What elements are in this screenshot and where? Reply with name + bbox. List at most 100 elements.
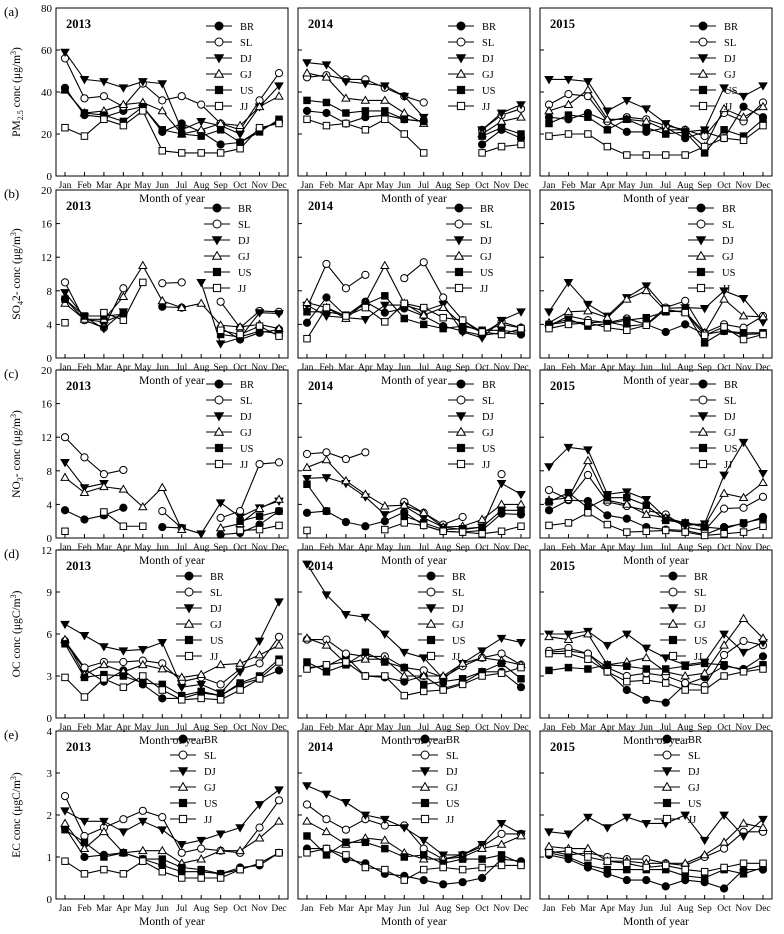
legend-label: JJ	[452, 652, 460, 663]
marker-dj	[157, 80, 168, 89]
x-tick-label: Dec	[755, 181, 770, 191]
marker-us	[700, 659, 709, 668]
x-tick-label: Apr	[358, 181, 374, 191]
y-tick-label: 4	[47, 726, 53, 738]
marker-us	[642, 665, 651, 673]
marker-dj	[719, 471, 729, 480]
x-tick-label: Mar	[580, 543, 597, 553]
x-tick-label: Nov	[735, 363, 752, 373]
series-line	[64, 795, 280, 854]
marker-dj	[60, 807, 70, 816]
marker-sl	[60, 278, 70, 287]
marker-dj	[544, 76, 554, 85]
y-tick-label: 12	[41, 252, 52, 264]
marker-us	[303, 308, 311, 316]
marker-gj	[699, 849, 710, 859]
x-tick-label: May	[376, 904, 394, 914]
marker-jj	[100, 865, 108, 874]
legend-label: BR	[240, 380, 254, 391]
marker-jj	[80, 132, 89, 140]
marker-gj	[419, 781, 431, 791]
marker-jj	[623, 326, 631, 335]
legend-label: SL	[724, 38, 736, 49]
legend-label: DJ	[480, 236, 492, 247]
marker-dj	[719, 811, 729, 820]
marker-sl	[216, 297, 225, 306]
x-tick-label: Feb	[77, 543, 92, 553]
marker-us	[381, 844, 389, 853]
marker-gj	[183, 618, 195, 628]
x-tick-label: Nov	[735, 543, 752, 553]
marker-gj	[453, 250, 465, 260]
marker-dj	[583, 446, 593, 455]
x-tick-label: Apr	[600, 723, 616, 733]
y-axis-label-part: OC conc (μgC/m	[11, 598, 23, 677]
x-tick-label: Oct	[717, 543, 731, 553]
marker-jj	[497, 669, 506, 677]
marker-br	[603, 511, 612, 520]
marker-gj	[621, 294, 632, 303]
marker-jj	[100, 115, 108, 124]
x-tick-label: Mar	[96, 723, 113, 733]
marker-br	[274, 666, 284, 675]
marker-jj	[661, 861, 670, 870]
legend-label: JJ	[240, 102, 248, 113]
legend-label: DJ	[452, 604, 464, 615]
x-tick-label: Oct	[475, 181, 489, 191]
marker-us	[623, 865, 631, 874]
marker-jj	[564, 846, 573, 855]
x-tick-label: Sep	[456, 181, 471, 191]
marker-gj	[695, 250, 707, 260]
marker-sl	[214, 37, 224, 47]
x-tick-label: Jun	[398, 543, 411, 553]
series-line	[64, 51, 280, 135]
marker-sl	[361, 448, 370, 457]
marker-us	[720, 126, 728, 134]
y-axis-label: OC conc (μgC/m3)	[9, 590, 23, 677]
marker-dj	[477, 334, 487, 343]
marker-sl	[255, 659, 264, 668]
marker-jj	[400, 299, 409, 308]
legend-label: US	[724, 86, 738, 97]
x-tick-label: Feb	[319, 363, 334, 373]
marker-dj	[302, 782, 312, 791]
legend-label: DJ	[722, 236, 734, 247]
legend-label: GJ	[694, 620, 706, 631]
panel: Jan Feb Mar Apr May Jun Jul Aug Sep Oct Nov Dec 2014…	[297, 7, 531, 205]
x-tick-label: Apr	[116, 543, 132, 553]
marker-gj	[379, 835, 390, 844]
marker-dj	[399, 824, 410, 833]
panel-frame	[539, 730, 773, 900]
marker-br	[341, 517, 351, 527]
marker-dj	[360, 811, 371, 820]
legend-label: US	[210, 636, 224, 647]
panel-frame	[297, 189, 531, 359]
marker-us	[80, 838, 89, 847]
marker-jj	[342, 312, 350, 320]
marker-jj	[681, 151, 689, 159]
marker-br	[158, 522, 167, 532]
legend-label: GJ	[240, 428, 252, 439]
x-axis-label: Month of year	[139, 375, 205, 387]
marker-sl	[216, 513, 225, 522]
x-tick-label: Mar	[96, 363, 113, 373]
legend-label: SL	[452, 588, 464, 599]
marker-dj	[719, 630, 729, 639]
marker-sl	[274, 796, 284, 805]
series-line	[548, 89, 764, 148]
legend-label: SL	[482, 396, 494, 407]
marker-dj	[341, 799, 351, 808]
marker-gj	[235, 321, 245, 331]
marker-sl	[341, 454, 351, 464]
x-tick-label: Nov	[251, 543, 268, 553]
marker-us	[545, 498, 553, 506]
marker-gj	[697, 426, 709, 436]
y-tick-label: 20	[41, 185, 53, 197]
marker-gj	[79, 487, 90, 497]
x-tick-label: Sep	[214, 181, 229, 191]
marker-dj	[699, 836, 710, 846]
marker-gj	[583, 84, 593, 94]
series-line	[64, 789, 280, 845]
marker-jj	[759, 665, 767, 673]
